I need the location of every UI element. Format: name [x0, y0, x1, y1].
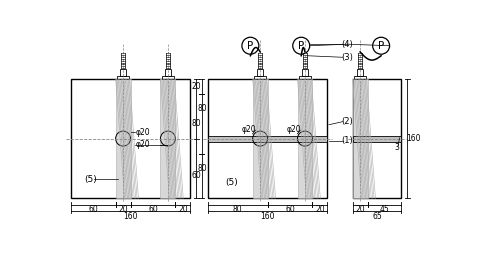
Bar	[352, 79, 401, 198]
Text: 45: 45	[380, 205, 389, 214]
Text: (3): (3)	[342, 53, 353, 62]
Text: P: P	[247, 41, 253, 51]
Bar	[252, 79, 268, 198]
Text: 80: 80	[197, 164, 207, 173]
Text: φ20: φ20	[287, 125, 301, 134]
Text: 160: 160	[123, 212, 138, 221]
Bar	[257, 69, 263, 76]
Circle shape	[242, 37, 259, 54]
Text: 160: 160	[260, 212, 275, 221]
Text: 60: 60	[192, 171, 201, 180]
Text: 20: 20	[178, 205, 188, 214]
Bar	[297, 79, 312, 198]
Circle shape	[373, 37, 390, 54]
Text: (5): (5)	[85, 175, 98, 184]
Text: 60: 60	[88, 205, 98, 214]
Text: φ20: φ20	[136, 140, 150, 149]
Bar	[302, 69, 308, 76]
Circle shape	[293, 37, 310, 54]
Bar	[357, 69, 363, 76]
Text: (5): (5)	[225, 178, 238, 187]
Bar	[208, 136, 327, 142]
Text: (1): (1)	[342, 136, 353, 146]
Bar	[208, 79, 327, 198]
Bar	[352, 136, 401, 142]
Text: 60: 60	[285, 205, 295, 214]
Bar	[160, 79, 175, 198]
Bar	[120, 69, 126, 76]
Text: 20: 20	[355, 205, 365, 214]
Text: 80: 80	[192, 119, 201, 128]
Text: 65: 65	[372, 212, 382, 221]
Text: 80: 80	[233, 205, 243, 214]
Text: φ20: φ20	[242, 125, 256, 134]
Bar	[165, 69, 171, 76]
Text: 20: 20	[192, 82, 201, 91]
Bar	[117, 76, 129, 79]
Text: 3: 3	[394, 143, 399, 152]
Text: 20: 20	[315, 205, 325, 214]
Text: (4): (4)	[342, 40, 353, 49]
Text: P: P	[378, 41, 384, 51]
Bar	[352, 79, 368, 198]
Bar	[254, 76, 266, 79]
Text: 80: 80	[197, 104, 207, 113]
Text: 160: 160	[406, 134, 421, 143]
Text: P: P	[298, 41, 304, 51]
Bar	[71, 79, 190, 198]
Text: 20: 20	[118, 205, 128, 214]
Bar	[354, 76, 366, 79]
Text: φ20: φ20	[136, 128, 150, 137]
Bar	[116, 79, 131, 198]
Bar	[162, 76, 174, 79]
Text: (2): (2)	[342, 117, 353, 126]
Text: 60: 60	[148, 205, 158, 214]
Bar	[299, 76, 311, 79]
